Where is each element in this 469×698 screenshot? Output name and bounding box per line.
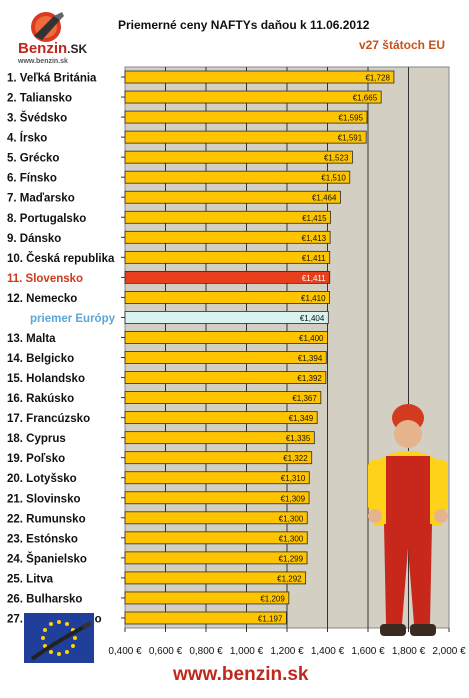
bar-value-label: €1,292 xyxy=(277,574,302,583)
category-label: 4. Írsko xyxy=(7,132,47,145)
bar xyxy=(124,190,341,204)
bar-value-label: €1,209 xyxy=(260,594,285,603)
x-tick-label: 0,600 € xyxy=(149,646,183,657)
bar-value-label: €1,411 xyxy=(302,254,326,263)
category-label: 8. Portugalsko xyxy=(7,213,86,225)
bar-value-label: €1,367 xyxy=(292,394,317,403)
bar xyxy=(124,170,351,184)
bar xyxy=(124,130,367,144)
category-label: 25. Litva xyxy=(7,573,54,585)
bar-value-label: €1,309 xyxy=(281,494,306,503)
logo-wordmark: Benzin.SK xyxy=(18,40,88,57)
category-label: 14. Belgicko xyxy=(7,353,74,365)
bar-value-label: €1,394 xyxy=(298,354,323,363)
chart-subtitle: v27 štátoch EU xyxy=(358,38,445,52)
category-label: priemer Európy xyxy=(30,313,116,325)
category-label: 24. Španielsko xyxy=(7,552,87,565)
category-label: 6. Fínsko xyxy=(7,173,57,185)
category-label: 7. Maďarsko xyxy=(7,193,75,205)
category-label: 5. Grécko xyxy=(7,153,59,165)
logo-url: www.benzin.sk xyxy=(18,58,68,65)
bar-value-label: €1,299 xyxy=(279,554,304,563)
bar xyxy=(124,110,368,124)
bar-value-label: €1,400 xyxy=(299,334,324,343)
x-tick-label: 0,800 € xyxy=(189,646,223,657)
bar-value-label: €1,595 xyxy=(339,114,364,123)
category-label: 9. Dánsko xyxy=(7,233,61,245)
bar-value-label: €1,310 xyxy=(281,474,306,483)
bar xyxy=(124,291,330,304)
category-label: 23. Estónsko xyxy=(7,533,78,545)
footer-url: www.benzin.sk xyxy=(173,664,309,685)
bar-value-label: €1,410 xyxy=(301,294,326,303)
bar xyxy=(124,90,382,104)
category-label: 19. Poľsko xyxy=(7,453,65,465)
benzin-logo: Benzin.SK www.benzin.sk xyxy=(10,10,88,68)
bar-value-label: €1,591 xyxy=(338,134,363,143)
category-label: 20. Lotyšsko xyxy=(7,473,77,485)
bar-value-label: €1,349 xyxy=(289,414,314,423)
category-label: 11. Slovensko xyxy=(7,273,83,285)
x-tick-label: 0,400 € xyxy=(108,646,142,657)
bar xyxy=(124,70,395,84)
bar-value-label: €1,335 xyxy=(286,434,311,443)
fuel-nozzle-icon xyxy=(31,12,64,42)
bar xyxy=(124,150,353,164)
bar-value-label: €1,728 xyxy=(365,74,390,83)
mechanic-mascot-illustration xyxy=(368,404,448,636)
bar xyxy=(124,230,331,244)
bar-value-label: €1,300 xyxy=(279,514,304,523)
category-label: 16. Rakúsko xyxy=(7,393,74,405)
category-label: 15. Holandsko xyxy=(7,373,85,385)
bar-value-label: €1,392 xyxy=(297,374,322,383)
bar-value-label: €1,413 xyxy=(302,234,327,243)
category-label: 22. Rumunsko xyxy=(7,513,86,525)
category-label: 12. Nemecko xyxy=(7,293,77,305)
x-tick-label: 1,400 € xyxy=(311,646,345,657)
chart-title: Priemerné ceny NAFTYs daňou k 11.06.2012 xyxy=(118,18,370,32)
bar-value-label: €1,510 xyxy=(321,174,346,183)
category-label: 21. Slovinsko xyxy=(7,493,81,505)
bar-value-label: €1,665 xyxy=(353,94,378,103)
bar xyxy=(124,351,327,364)
x-tick-label: 1,200 € xyxy=(270,646,304,657)
bar xyxy=(124,250,331,264)
category-label: 3. Švédsko xyxy=(7,112,67,125)
x-tick-label: 1,800 € xyxy=(392,646,426,657)
x-tick-label: 1,000 € xyxy=(230,646,264,657)
x-tick-label: 2,000 € xyxy=(432,646,466,657)
bar-value-label: €1,404 xyxy=(300,314,325,323)
eu-flag-icon xyxy=(24,613,94,663)
bar-value-label: €1,411 xyxy=(302,274,326,283)
x-tick-label: 1,600 € xyxy=(351,646,385,657)
bar-value-label: €1,197 xyxy=(258,614,283,623)
bar xyxy=(124,331,328,344)
category-label: 13. Malta xyxy=(7,333,56,345)
category-label: 1. Veľká Británia xyxy=(7,73,97,85)
category-label: 18. Cyprus xyxy=(7,433,66,445)
bar-value-label: €1,322 xyxy=(283,454,308,463)
category-label: 2. Taliansko xyxy=(7,93,72,105)
bar-value-label: €1,415 xyxy=(302,214,327,223)
bar xyxy=(124,270,331,284)
bar xyxy=(124,371,327,384)
bar xyxy=(124,210,331,224)
bar-value-label: €1,464 xyxy=(312,194,337,203)
category-label: 10. Česká republika xyxy=(7,252,115,265)
bar xyxy=(124,311,329,324)
bar-value-label: €1,523 xyxy=(324,154,349,163)
bar-value-label: €1,300 xyxy=(279,534,304,543)
category-label: 17. Francúzsko xyxy=(7,413,90,425)
category-label: 26. Bulharsko xyxy=(7,593,82,605)
